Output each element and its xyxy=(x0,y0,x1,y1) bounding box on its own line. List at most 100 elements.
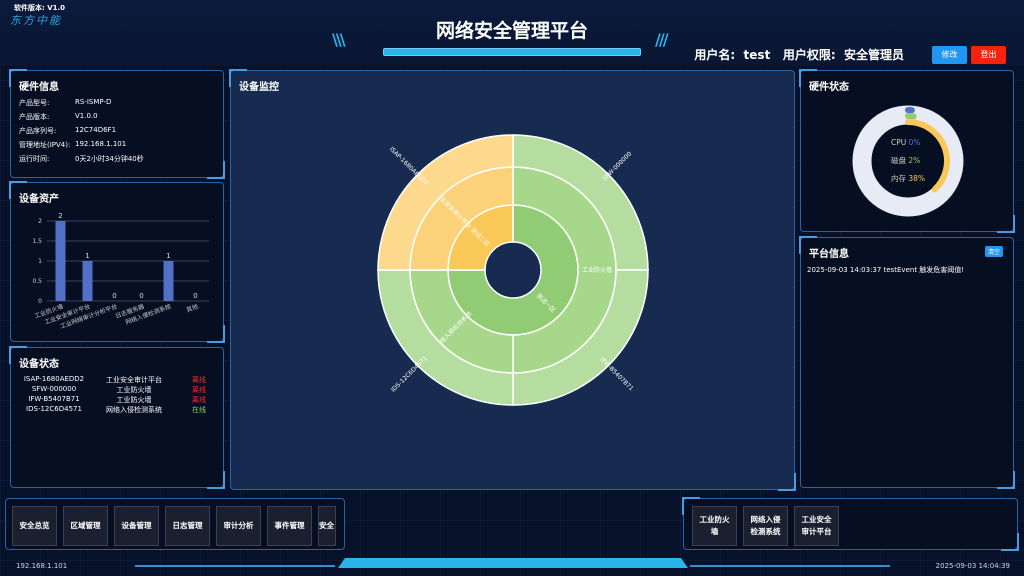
sunburst-label: 工业防火墙 xyxy=(582,266,612,274)
device-id: ISAP-1680AEDD2 xyxy=(23,375,85,383)
clear-button[interactable]: 清空 xyxy=(984,246,1003,257)
cpu-label: CPU xyxy=(891,138,907,147)
info-value: RS-ISMP-D xyxy=(75,98,112,106)
info-key: 运行时间: xyxy=(19,155,50,163)
device-monitor-panel: 设备监控 测试一区 测试二区 工业防火墙 网络入侵检测系统 工业安全审计平台 SFW-00… xyxy=(229,69,796,491)
disk-label: 磁盘 xyxy=(891,156,906,165)
nav-button[interactable]: 审计分析 xyxy=(216,506,261,546)
bar xyxy=(55,221,66,301)
footer-line xyxy=(690,565,890,567)
mem-arc xyxy=(905,119,950,193)
status-badge: 离线 xyxy=(192,396,206,404)
status-row: ISAP-1680AEDD2 工业安全审计平台 离线 xyxy=(19,375,219,385)
y-tick-label: 1.5 xyxy=(32,238,42,245)
hardware-info-panel: 硬件信息 产品型号: RS-ISMP-D 产品版本: V1.0.0 产品序列号: 12C7… xyxy=(9,69,225,179)
info-row: 产品序列号: 12C74D6F1 xyxy=(19,126,116,136)
info-value: 0天2小时34分钟40秒 xyxy=(75,155,144,163)
info-row: 产品版本: V1.0.0 xyxy=(19,112,98,122)
nav-button[interactable]: 事件管理 xyxy=(267,506,312,546)
nav-button[interactable]: 日志管理 xyxy=(165,506,210,546)
device-id: IDS-12C6D4571 xyxy=(26,405,82,413)
logout-button[interactable]: 登出 xyxy=(971,46,1006,64)
bar-value-label: 0 xyxy=(112,292,116,300)
sunburst-label: IDS-12C6D4571 xyxy=(390,355,429,394)
info-value: 192.168.1.101 xyxy=(75,140,127,148)
info-value: V1.0.0 xyxy=(75,112,98,120)
panel-title: 硬件状态 xyxy=(809,82,849,93)
x-tick-label: 其他 xyxy=(185,302,199,314)
software-version: 软件版本: V1.0 xyxy=(14,4,66,12)
panel-title: 设备监控 xyxy=(239,82,279,93)
info-row: 管理地址(IPV4): 192.168.1.101 xyxy=(19,140,126,150)
footer-time: 2025-09-03 14:04:39 xyxy=(935,562,1010,570)
device-type: 工业防火墙 xyxy=(116,386,152,394)
bar-value-label: 2 xyxy=(58,212,62,220)
panel-title: 设备状态 xyxy=(19,359,59,370)
panel-title: 硬件信息 xyxy=(19,82,59,93)
cpu-value: 0% xyxy=(908,138,921,147)
edit-button[interactable]: 修改 xyxy=(932,46,967,64)
info-row: 产品型号: RS-ISMP-D xyxy=(19,98,111,108)
nav-button[interactable]: 网络入侵检测系统 xyxy=(743,506,788,546)
disk-value: 2% xyxy=(908,156,921,165)
y-tick-label: 0.5 xyxy=(32,278,42,285)
mem-label: 内存 xyxy=(891,174,906,183)
nav-button[interactable]: 安全总览 xyxy=(12,506,57,546)
nav-bar-right xyxy=(682,497,1019,551)
bar-value-label: 0 xyxy=(139,292,143,300)
info-value: 12C74D6F1 xyxy=(75,126,117,134)
footer-ip: 192.168.1.101 xyxy=(16,562,68,570)
info-row: 运行时间: 0天2小时34分钟40秒 xyxy=(19,154,144,164)
sunburst-label: ISAP-1680AEDD2 xyxy=(388,146,430,188)
bar-value-label: 0 xyxy=(193,292,197,300)
panel-title: 设备资产 xyxy=(19,194,59,205)
platform-info-panel: 平台信息 清空 2025-09-03 14:03:37 testEvent 触发… xyxy=(799,236,1015,489)
info-key: 产品序列号: xyxy=(19,127,57,135)
device-id: IFW-B5407B71 xyxy=(28,395,80,403)
footer-bar xyxy=(338,558,688,568)
assets-bar-chart: 00.511.522工业防火墙1工业安全审计平台0工业网络审计分析平台0日志服务… xyxy=(32,212,209,330)
info-key: 产品型号: xyxy=(19,99,50,107)
mem-value: 38% xyxy=(908,174,926,183)
status-row: IDS-12C6D4571 网络入侵检测系统 在线 xyxy=(19,405,219,415)
panel-title: 平台信息 xyxy=(809,249,849,260)
message-item: 2025-09-03 14:03:37 testEvent 触发危害阈值! xyxy=(807,266,965,274)
bar xyxy=(163,261,174,301)
y-tick-label: 1 xyxy=(38,258,42,265)
sunburst-segment[interactable] xyxy=(377,134,514,271)
bar-value-label: 1 xyxy=(166,252,170,260)
bar xyxy=(82,261,93,301)
page-title: 网络安全管理平台 xyxy=(435,20,588,42)
info-key: 产品版本: xyxy=(19,113,50,121)
sunburst-chart: 测试一区测试二区工业防火墙网络入侵检测系统工业安全审计平台SFW-000000I… xyxy=(377,134,649,406)
hardware-status-panel: 硬件状态 CPU 0% 磁盘 2% 内存 38% xyxy=(799,69,1015,233)
nav-button[interactable]: 安全 xyxy=(318,506,336,546)
title-bar-decoration xyxy=(383,48,641,56)
status-badge: 离线 xyxy=(192,386,206,394)
device-type: 工业安全审计平台 xyxy=(106,376,162,384)
user-info: 用户名: test 用户权限: 安全管理员 xyxy=(694,48,904,62)
logo: 东方中能 xyxy=(10,14,62,27)
status-row: IFW-B5407B71 工业防火墙 离线 xyxy=(19,395,219,405)
nav-button[interactable]: 工业安全审计平台 xyxy=(794,506,839,546)
status-row: SFW-000000 工业防火墙 离线 xyxy=(19,385,219,395)
device-id: SFW-000000 xyxy=(31,385,77,393)
device-assets-panel: 设备资产 0 0.5 1 1.5 2 2 工业防火墙 1 工业安全审计平台 0 工业网络审计分析平台… xyxy=(9,181,225,343)
device-status-panel: 设备状态 ISAP-1680AEDD2 工业安全审计平台 离线 SFW-000000 工… xyxy=(9,346,225,489)
footer-line xyxy=(135,565,335,567)
device-type: 网络入侵检测系统 xyxy=(106,406,162,414)
hardware-gauge xyxy=(852,105,964,217)
nav-button[interactable]: 区域管理 xyxy=(63,506,108,546)
bar-value-label: 1 xyxy=(85,252,89,260)
device-type: 工业防火墙 xyxy=(116,396,152,404)
status-badge: 在线 xyxy=(192,406,206,414)
status-badge: 离线 xyxy=(192,376,206,384)
stripes-decoration: \\\ xyxy=(332,30,345,49)
sunburst-label: IFW-B5407B71 xyxy=(599,356,635,392)
y-tick-label: 2 xyxy=(38,218,42,225)
nav-button[interactable]: 工业防火墙 xyxy=(692,506,737,546)
nav-button[interactable]: 设备管理 xyxy=(114,506,159,546)
info-key: 管理地址(IPV4): xyxy=(19,141,71,149)
stripes-decoration: /// xyxy=(655,30,668,49)
sunburst-label: SFW-000000 xyxy=(601,150,633,182)
